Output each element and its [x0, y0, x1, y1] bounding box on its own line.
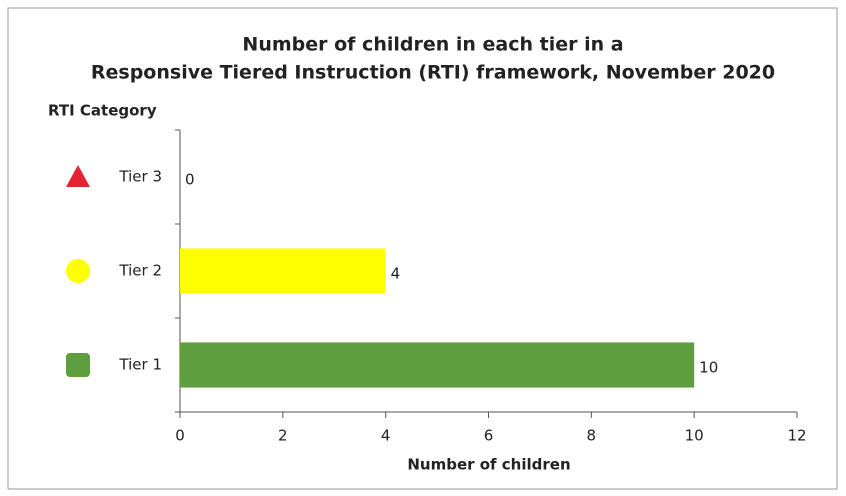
- x-axis-label: Number of children: [407, 456, 570, 474]
- x-tick-label: 4: [381, 427, 391, 445]
- x-tick-label: 10: [685, 427, 704, 445]
- y-tick-label: Tier 3: [118, 168, 162, 186]
- frame: [7, 7, 838, 490]
- bar: [180, 248, 386, 294]
- legend-icon: [66, 165, 90, 187]
- legend-icon: [66, 353, 90, 377]
- legend-icon: [66, 259, 90, 283]
- chart-title: Number of children in each tier in a: [242, 34, 623, 56]
- bar: [180, 342, 695, 388]
- x-tick-label: 0: [175, 427, 185, 445]
- x-tick-label: 8: [587, 427, 597, 445]
- y-axis-label: RTI Category: [48, 102, 157, 120]
- x-tick-label: 2: [278, 427, 288, 445]
- value-label: 0: [185, 171, 195, 189]
- y-tick-label: Tier 1: [118, 356, 162, 374]
- y-tick-label: Tier 2: [118, 262, 162, 280]
- x-tick-label: 12: [787, 427, 806, 445]
- chart-title: Responsive Tiered Instruction (RTI) fram…: [91, 62, 775, 84]
- x-tick-label: 6: [484, 427, 494, 445]
- value-label: 4: [391, 265, 401, 283]
- value-label: 10: [699, 359, 718, 377]
